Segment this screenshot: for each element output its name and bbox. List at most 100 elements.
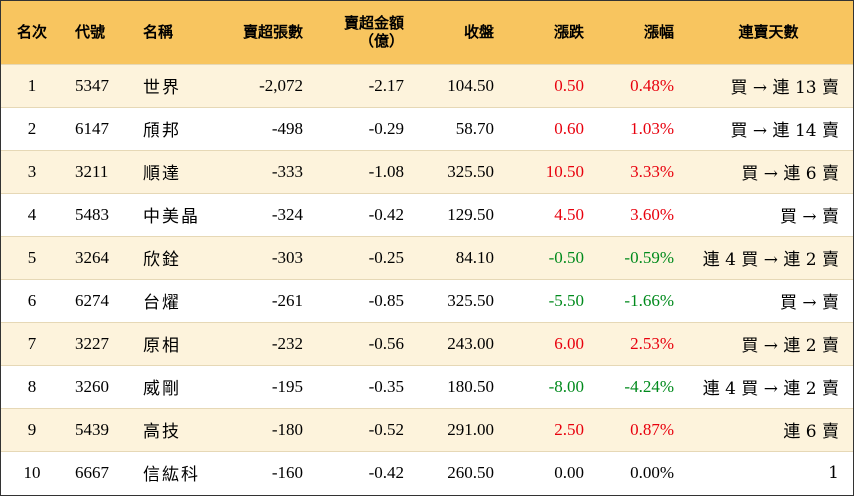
- table-row: 3 3211 順達 -333 -1.08 325.50 10.50 3.33% 買 → 連 6 …: [1, 150, 853, 193]
- cell-streak: 買 → 賣: [779, 293, 839, 313]
- cell-name: 欣銓: [143, 250, 181, 270]
- cell-streak: 買 → 賣: [779, 207, 839, 227]
- cell-change: -5.50: [548, 290, 584, 310]
- cell-code: 5439: [75, 419, 109, 439]
- cell-streak: 連 4 買 → 連 2 賣: [702, 250, 839, 270]
- cell-code: 3211: [75, 161, 109, 181]
- cell-close: 129.50: [447, 204, 494, 224]
- header-net-sell-amount-line2: （億）: [358, 32, 404, 51]
- cell-net-sell-amount: -0.29: [368, 118, 404, 138]
- cell-net-sell-amount: -0.42: [368, 204, 404, 224]
- cell-rank: 1: [27, 75, 37, 95]
- cell-change: -8.00: [548, 376, 584, 396]
- cell-name: 世界: [143, 78, 181, 98]
- cell-net-sell-lots: -180: [271, 419, 303, 439]
- cell-name: 威剛: [143, 379, 181, 399]
- header-code: 代號: [75, 23, 106, 42]
- cell-net-sell-amount: -2.17: [368, 75, 404, 95]
- table-row: 10 6667 信紘科 -160 -0.42 260.50 0.00 0.00% 1: [1, 451, 853, 494]
- cell-change: -0.50: [548, 247, 584, 267]
- header-net-sell-lots: 賣超張數: [242, 23, 303, 42]
- cell-streak: 買 → 連 6 賣: [741, 164, 839, 184]
- table-row: 8 3260 威剛 -195 -0.35 180.50 -8.00 -4.24% 連 4 買 →…: [1, 365, 853, 408]
- header-rank: 名次: [16, 23, 47, 42]
- cell-change-pct: 3.60%: [630, 204, 674, 224]
- cell-change-pct: -0.59%: [624, 247, 674, 267]
- cell-streak: 買 → 連 13 賣: [730, 78, 840, 98]
- cell-code: 3227: [75, 333, 109, 353]
- table-row: 4 5483 中美晶 -324 -0.42 129.50 4.50 3.60% 買 → 賣: [1, 193, 853, 236]
- table-row: 5 3264 欣銓 -303 -0.25 84.10 -0.50 -0.59% 連 4 買 → …: [1, 236, 853, 279]
- cell-code: 6274: [75, 290, 109, 310]
- cell-net-sell-lots: -498: [271, 118, 303, 138]
- cell-rank: 3: [27, 161, 37, 181]
- cell-net-sell-amount: -0.25: [368, 247, 404, 267]
- cell-streak: 1: [828, 462, 839, 483]
- cell-change: 2.50: [554, 419, 584, 439]
- cell-net-sell-lots: -261: [271, 290, 303, 310]
- cell-name: 原相: [143, 336, 181, 356]
- cell-net-sell-lots: -303: [271, 247, 303, 267]
- cell-net-sell-amount: -1.08: [368, 161, 404, 181]
- cell-close: 84.10: [455, 247, 494, 267]
- cell-rank: 4: [27, 204, 37, 224]
- cell-code: 3264: [75, 247, 109, 267]
- cell-net-sell-amount: -0.85: [368, 290, 404, 310]
- header-net-sell-amount: 賣超金額 （億）: [313, 1, 414, 64]
- cell-rank: 9: [27, 419, 37, 439]
- cell-net-sell-lots: -160: [271, 462, 303, 482]
- cell-name: 高技: [143, 422, 181, 442]
- cell-change: 0.60: [554, 118, 584, 138]
- cell-net-sell-amount: -0.42: [368, 462, 404, 482]
- cell-name: 信紘科: [143, 465, 200, 486]
- cell-close: 104.50: [447, 75, 494, 95]
- cell-change-pct: 0.00%: [630, 462, 674, 482]
- cell-change-pct: 0.48%: [630, 75, 674, 95]
- table-row: 6 6274 台燿 -261 -0.85 325.50 -5.50 -1.66% 買 → 賣: [1, 279, 853, 322]
- cell-change: 6.00: [554, 333, 584, 353]
- cell-change-pct: 1.03%: [630, 118, 674, 138]
- cell-name: 頎邦: [143, 121, 181, 141]
- cell-change-pct: -4.24%: [624, 376, 674, 396]
- cell-change: 0.50: [554, 75, 584, 95]
- cell-name: 順達: [143, 164, 181, 184]
- cell-rank: 8: [27, 376, 37, 396]
- cell-change-pct: -1.66%: [624, 290, 674, 310]
- cell-close: 291.00: [447, 419, 494, 439]
- cell-rank: 10: [23, 462, 41, 482]
- cell-rank: 6: [27, 290, 37, 310]
- table-row: 2 6147 頎邦 -498 -0.29 58.70 0.60 1.03% 買 → 連 14 賣: [1, 107, 853, 150]
- cell-code: 3260: [75, 376, 109, 396]
- cell-streak: 連 4 買 → 連 2 賣: [702, 379, 839, 399]
- cell-close: 58.70: [455, 118, 494, 138]
- cell-name: 中美晶: [143, 207, 200, 227]
- cell-code: 5347: [75, 75, 109, 95]
- header-name: 名稱: [143, 23, 174, 42]
- cell-net-sell-amount: -0.56: [368, 333, 404, 353]
- header-close: 收盤: [463, 23, 494, 42]
- cell-streak: 連 6 賣: [783, 422, 839, 442]
- cell-rank: 2: [27, 118, 37, 138]
- cell-streak: 買 → 連 14 賣: [730, 121, 840, 141]
- cell-close: 180.50: [447, 376, 494, 396]
- cell-net-sell-amount: -0.52: [368, 419, 404, 439]
- cell-name: 台燿: [143, 293, 181, 313]
- cell-close: 260.50: [447, 462, 494, 482]
- cell-rank: 7: [27, 333, 37, 353]
- table-row: 9 5439 高技 -180 -0.52 291.00 2.50 0.87% 連 6 賣: [1, 408, 853, 451]
- cell-change-pct: 3.33%: [630, 161, 674, 181]
- cell-net-sell-lots: -195: [271, 376, 303, 396]
- cell-close: 325.50: [447, 161, 494, 181]
- cell-close: 243.00: [447, 333, 494, 353]
- cell-change: 0.00: [554, 462, 584, 482]
- cell-rank: 5: [27, 247, 37, 267]
- cell-net-sell-lots: -2,072: [259, 75, 303, 95]
- cell-change: 4.50: [554, 204, 584, 224]
- cell-code: 6667: [75, 462, 109, 482]
- table-body: 1 5347 世界 -2,072 -2.17 104.50 0.50 0.48% 買 → 連 1…: [1, 64, 853, 494]
- cell-change-pct: 0.87%: [630, 419, 674, 439]
- cell-change: 10.50: [545, 161, 584, 181]
- cell-code: 6147: [75, 118, 109, 138]
